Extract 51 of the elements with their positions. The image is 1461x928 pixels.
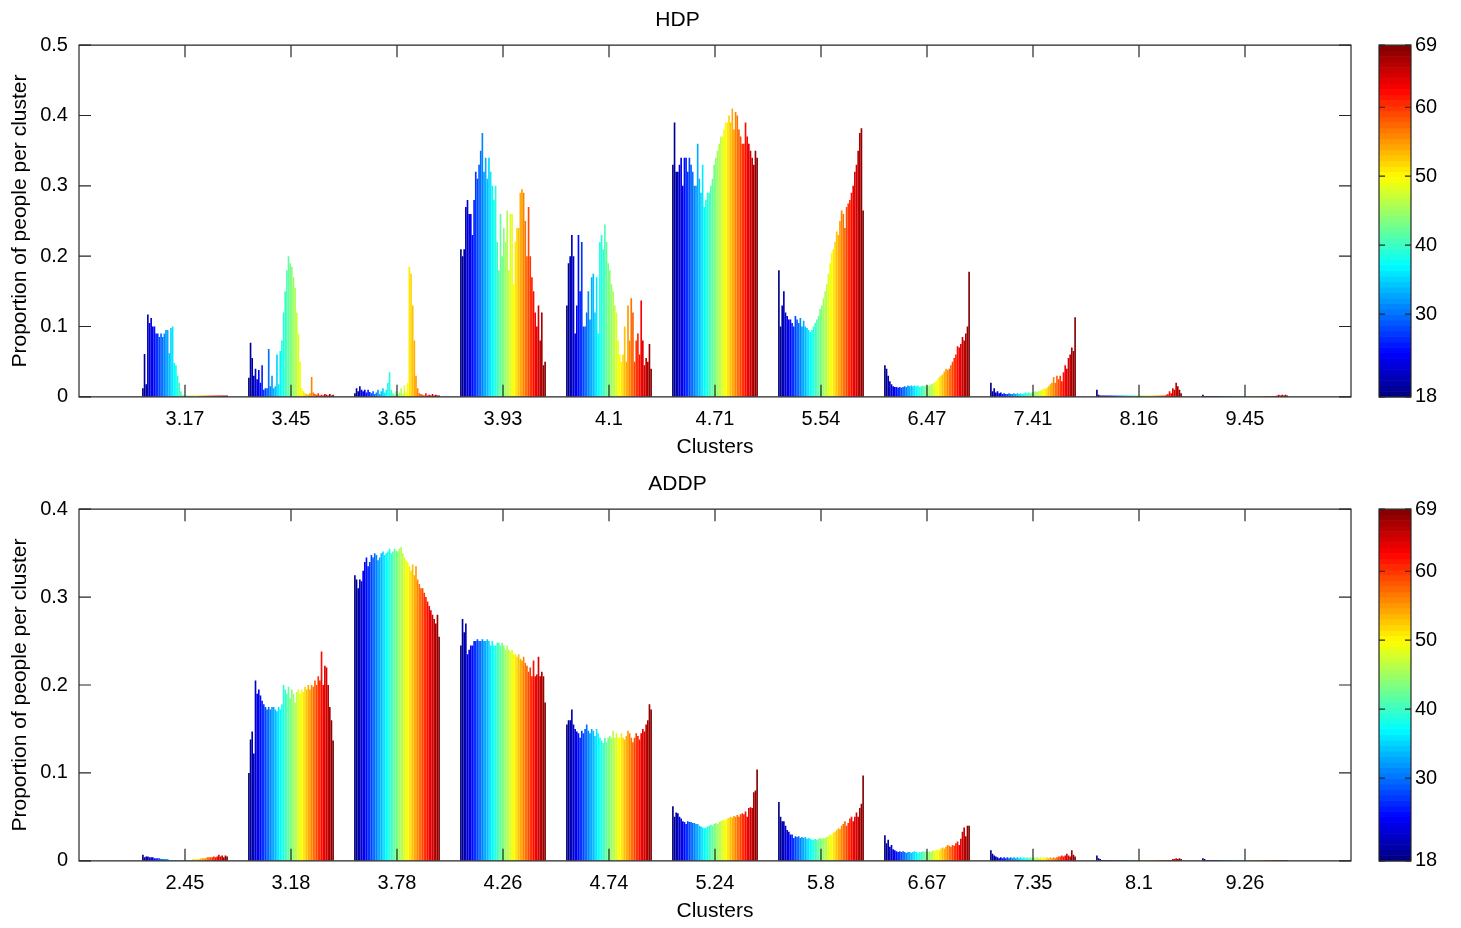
x-tick-label: 5.54 — [801, 407, 841, 430]
x-axis-title: Clusters — [676, 434, 754, 458]
x-tick-label: 3.65 — [377, 407, 417, 430]
x-tick-label: 6.47 — [907, 407, 947, 430]
x-tick-label: 2.45 — [165, 871, 205, 894]
color-bar-label: 30 — [1415, 301, 1438, 324]
x-axis-title: Clusters — [676, 898, 754, 922]
y-axis-title: Proportion of people per cluster — [7, 74, 31, 368]
color-bar-label: 50 — [1415, 627, 1438, 650]
x-tick-label: 8.16 — [1119, 407, 1159, 430]
y-axis-title: Proportion of people per cluster — [7, 538, 31, 832]
color-bar-label: 18 — [1415, 384, 1438, 407]
y-tick-label: 0.2 — [40, 672, 68, 695]
color-bar-label: 60 — [1415, 558, 1438, 581]
color-bar-label: 69 — [1415, 496, 1438, 519]
x-tick-label: 8.1 — [1125, 871, 1153, 894]
x-tick-label: 4.74 — [589, 871, 629, 894]
x-tick-label: 5.24 — [695, 871, 735, 894]
x-tick-label: 3.78 — [377, 871, 417, 894]
y-tick-label: 0 — [56, 848, 68, 871]
color-bar-label: 18 — [1415, 848, 1438, 871]
color-bar-label: 60 — [1415, 94, 1438, 117]
x-tick-label: 7.35 — [1013, 871, 1053, 894]
x-tick-label: 4.1 — [595, 407, 623, 430]
y-tick-label: 0.4 — [40, 103, 68, 126]
y-tick-label: 0.3 — [40, 173, 68, 196]
x-tick-label: 3.18 — [271, 871, 311, 894]
y-tick-label: 0.2 — [40, 243, 68, 266]
x-tick-label: 9.45 — [1225, 407, 1265, 430]
x-tick-label: 4.71 — [695, 407, 735, 430]
y-tick-label: 0.3 — [40, 584, 68, 607]
color-bar-label: 40 — [1415, 696, 1438, 719]
color-bar-label: 69 — [1415, 32, 1438, 55]
chart-title: HDP — [655, 7, 700, 31]
color-bar-label: 50 — [1415, 163, 1438, 186]
x-tick-label: 9.26 — [1225, 871, 1265, 894]
x-tick-label: 5.8 — [807, 871, 835, 894]
y-tick-label: 0.4 — [40, 496, 68, 519]
y-tick-label: 0 — [56, 384, 68, 407]
x-tick-label: 3.93 — [483, 407, 523, 430]
y-tick-label: 0.1 — [40, 760, 68, 783]
x-tick-label: 4.26 — [483, 871, 523, 894]
y-tick-label: 0.5 — [40, 32, 68, 55]
color-bar-label: 40 — [1415, 232, 1438, 255]
x-tick-label: 3.17 — [165, 407, 205, 430]
x-tick-label: 7.41 — [1013, 407, 1053, 430]
x-tick-label: 6.67 — [907, 871, 947, 894]
y-tick-label: 0.1 — [40, 314, 68, 336]
x-tick-label: 3.45 — [271, 407, 311, 430]
color-bar-label: 30 — [1415, 765, 1438, 788]
chart-title: ADDP — [648, 471, 707, 495]
